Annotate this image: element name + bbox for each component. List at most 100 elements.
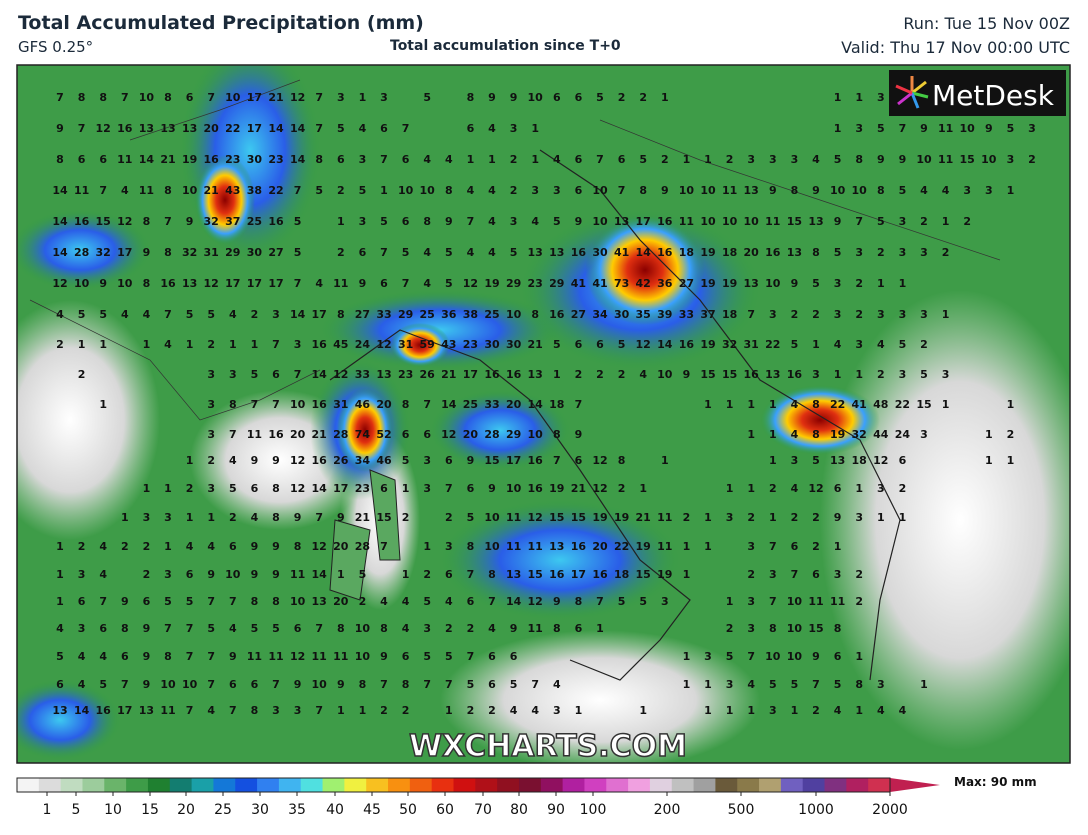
cell-value: 3 (985, 184, 993, 197)
cell-value: 8 (337, 622, 345, 635)
cell-value: 29 (225, 246, 240, 259)
cell-value: 41 (614, 246, 629, 259)
cell-value: 9 (575, 215, 583, 228)
cell-value: 15 (722, 368, 737, 381)
cell-value: 3 (726, 678, 734, 691)
cell-value: 4 (488, 184, 496, 197)
cell-value: 5 (467, 678, 475, 691)
cell-value: 9 (488, 91, 496, 104)
cell-value: 5 (380, 215, 388, 228)
cell-value: 15 (376, 511, 391, 524)
cell-value: 3 (531, 184, 539, 197)
cell-value: 3 (1007, 153, 1015, 166)
cell-value: 5 (553, 215, 561, 228)
cell-value: 1 (1007, 454, 1015, 467)
cell-value: 3 (337, 91, 345, 104)
cell-value: 7 (164, 215, 172, 228)
cell-value: 4 (812, 153, 820, 166)
cell-value: 8 (553, 428, 561, 441)
cell-value: 5 (920, 368, 928, 381)
cell-value: 1 (704, 153, 712, 166)
cell-value: 33 (679, 308, 694, 321)
cell-value: 8 (575, 595, 583, 608)
cell-value: 11 (117, 153, 132, 166)
cell-value: 27 (571, 308, 586, 321)
cell-value: 2 (143, 568, 151, 581)
cell-value: 28 (355, 540, 370, 553)
cell-value: 5 (294, 215, 302, 228)
cell-value: 5 (510, 246, 518, 259)
cell-value: 8 (164, 184, 172, 197)
cell-value: 10 (700, 184, 716, 197)
cell-value: 34 (592, 308, 608, 321)
cell-value: 12 (52, 277, 67, 290)
cell-value: 12 (808, 482, 823, 495)
cell-value: 14 (528, 398, 544, 411)
cell-value: 8 (359, 678, 367, 691)
cell-value: 8 (143, 277, 151, 290)
cell-value: 2 (855, 277, 863, 290)
cell-value: 22 (225, 122, 240, 135)
colorbar-swatch (322, 778, 345, 792)
cell-value: 16 (787, 368, 803, 381)
cell-value: 10 (312, 678, 328, 691)
cell-value: 8 (618, 454, 626, 467)
cell-value: 2 (618, 91, 626, 104)
cell-value: 16 (484, 368, 500, 381)
cell-value: 5 (445, 246, 453, 259)
cell-value: 2 (251, 308, 259, 321)
cell-value: 6 (445, 454, 453, 467)
cell-value: 5 (834, 678, 842, 691)
cell-value: 8 (121, 622, 129, 635)
cell-value: 2 (1007, 428, 1015, 441)
cell-value: 23 (355, 482, 370, 495)
cell-value: 7 (229, 595, 237, 608)
cell-value: 18 (679, 246, 694, 259)
cell-value: 29 (398, 308, 413, 321)
cell-value: 1 (121, 511, 129, 524)
cell-value: 19 (592, 511, 607, 524)
cell-value: 19 (700, 277, 715, 290)
cell-value: 2 (510, 153, 518, 166)
cell-value: 5 (877, 122, 885, 135)
cell-value: 9 (985, 122, 993, 135)
cell-value: 7 (467, 215, 475, 228)
cell-value: 7 (121, 678, 129, 691)
cell-value: 15 (484, 454, 499, 467)
cell-value: 3 (769, 568, 777, 581)
cell-value: 3 (661, 595, 669, 608)
cell-value: 1 (488, 153, 496, 166)
colorbar-label: 200 (654, 802, 681, 818)
cell-value: 21 (571, 482, 586, 495)
cell-value: 8 (380, 622, 388, 635)
cell-value: 2 (121, 540, 129, 553)
cell-value: 3 (704, 650, 712, 663)
cell-value: 10 (225, 91, 241, 104)
cell-value: 5 (423, 91, 431, 104)
logo-text: MetDesk (932, 79, 1055, 112)
cell-value: 8 (229, 398, 237, 411)
cell-value: 1 (769, 511, 777, 524)
cell-value: 1 (704, 398, 712, 411)
cell-value: 3 (899, 368, 907, 381)
cell-value: 1 (186, 338, 194, 351)
cell-value: 7 (380, 153, 388, 166)
cell-value: 9 (207, 568, 215, 581)
cell-value: 3 (747, 595, 755, 608)
cell-value: 5 (553, 338, 561, 351)
cell-value: 4 (510, 704, 518, 717)
cell-value: 10 (139, 91, 155, 104)
cell-value: 3 (877, 678, 885, 691)
cell-value: 9 (791, 277, 799, 290)
cell-value: 20 (333, 595, 349, 608)
cell-value: 1 (985, 428, 993, 441)
cell-value: 4 (99, 568, 107, 581)
cell-value: 4 (423, 277, 431, 290)
cell-value: 5 (791, 338, 799, 351)
cell-value: 48 (873, 398, 888, 411)
cell-value: 73 (614, 277, 629, 290)
cell-value: 16 (506, 368, 522, 381)
cell-value: 5 (1007, 122, 1015, 135)
cell-value: 7 (272, 398, 280, 411)
cell-value: 7 (402, 277, 410, 290)
